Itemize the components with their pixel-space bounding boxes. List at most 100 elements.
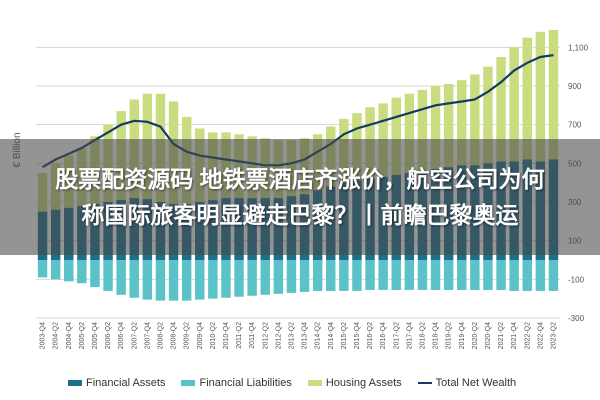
bar-financial-liabilities (155, 260, 166, 301)
bar-financial-liabilities (195, 260, 205, 300)
legend-label: Financial Liabilities (199, 377, 292, 389)
legend-item-financial-liabilities: Financial Liabilities (181, 377, 292, 389)
headline-line-2: 称国际旅客明显避走巴黎？丨前瞻巴黎奥运 (81, 202, 519, 228)
bar-financial-liabilities (339, 260, 349, 291)
legend-label: Housing Assets (325, 377, 402, 389)
bar-financial-liabilities (286, 260, 297, 293)
legend-swatch (417, 382, 432, 384)
bar-financial-liabilities (365, 260, 375, 290)
x-tick-label: 2015-Q2 (341, 322, 348, 349)
legend-swatch (181, 380, 196, 386)
x-tick-label: 2009-Q4 (197, 322, 204, 349)
bar-financial-liabilities (378, 260, 388, 290)
x-tick-label: 2008-Q4 (171, 322, 178, 349)
bar-housing-assets (483, 66, 493, 164)
x-tick-label: 2019-Q2 (446, 322, 453, 349)
y-tick-label: -100 (568, 275, 585, 284)
bar-financial-liabilities (470, 260, 480, 290)
x-tick-label: 2012-Q4 (275, 322, 282, 349)
bar-financial-liabilities (522, 260, 532, 291)
x-tick-label: 2014-Q2 (315, 322, 322, 349)
x-tick-label: 2018-Q2 (419, 322, 426, 349)
bar-financial-liabilities (142, 260, 153, 300)
x-tick-label: 2020-Q4 (485, 322, 492, 349)
bar-financial-liabilities (168, 260, 179, 301)
x-tick-label: 2021-Q4 (511, 322, 518, 349)
x-tick-label: 2010-Q4 (223, 322, 230, 349)
x-tick-label: 2014-Q4 (328, 322, 335, 349)
bar-financial-liabilities (509, 260, 519, 291)
x-tick-label: 2008-Q2 (157, 322, 164, 349)
x-tick-label: 2006-Q2 (105, 322, 112, 349)
bar-housing-assets (404, 93, 415, 173)
legend-swatch (68, 380, 82, 386)
bar-financial-liabilities (535, 260, 546, 291)
bar-housing-assets (548, 29, 559, 160)
x-tick-label: 2013-Q2 (288, 322, 295, 349)
bar-financial-liabilities (77, 260, 87, 284)
bar-housing-assets (391, 97, 401, 175)
legend: Financial Assets Financial Liabilities H… (68, 377, 516, 389)
bar-financial-liabilities (181, 260, 192, 301)
x-tick-label: 2004-Q2 (53, 322, 60, 349)
x-tick-label: 2004-Q4 (66, 322, 73, 349)
bar-housing-assets (496, 57, 506, 162)
headline-banner: 股票配资源码 地铁票酒店齐涨价，航空公司为何 称国际旅客明显避走巴黎？丨前瞻巴黎… (0, 139, 600, 255)
bar-housing-assets (417, 89, 428, 172)
bar-financial-liabilities (247, 260, 257, 296)
x-tick-label: 2020-Q2 (472, 322, 479, 349)
x-tick-label: 2023-Q2 (550, 322, 557, 349)
legend-item-housing-assets: Housing Assets (307, 377, 402, 389)
x-tick-label: 2005-Q4 (92, 322, 99, 349)
bar-financial-liabilities (50, 260, 61, 280)
x-tick-label: 2011-Q2 (236, 322, 243, 349)
bar-housing-assets (470, 74, 480, 166)
bar-financial-liabilities (312, 260, 323, 291)
legend-item-financial-assets: Financial Assets (68, 377, 165, 389)
bar-financial-liabilities (548, 260, 559, 291)
bar-housing-assets (535, 31, 546, 162)
x-tick-labels: 2003-Q4 2004-Q2 2004-Q4 2005-Q2 2005-Q4 2006-… (40, 322, 558, 349)
x-tick-label: 2021-Q2 (498, 322, 505, 349)
bar-housing-assets (522, 37, 532, 160)
x-tick-label: 2012-Q2 (262, 322, 269, 349)
x-tick-label: 2016-Q2 (367, 322, 374, 349)
x-tick-label: 2015-Q4 (354, 322, 361, 349)
bar-financial-liabilities (208, 260, 218, 299)
bar-financial-liabilities (90, 260, 100, 288)
x-tick-label: 2003-Q4 (40, 322, 47, 349)
bar-financial-liabilities (116, 260, 126, 295)
x-tick-label: 2009-Q2 (184, 322, 191, 349)
legend-label: Total Net Wealth (435, 377, 517, 389)
x-tick-label: 2011-Q4 (249, 322, 256, 349)
legend-swatch (307, 380, 322, 386)
y-tick-label: 1,100 (568, 43, 589, 52)
x-tick-label: 2005-Q2 (79, 322, 86, 349)
x-tick-label: 2018-Q4 (433, 322, 440, 349)
bar-financial-liabilities (299, 260, 310, 292)
bar-housing-assets (509, 47, 519, 162)
x-tick-label: 2019-Q4 (459, 322, 466, 349)
x-tick-label: 2022-Q2 (524, 322, 531, 349)
bar-financial-liabilities (260, 260, 270, 295)
bar-financial-liabilities (430, 260, 441, 290)
bar-financial-liabilities (64, 260, 74, 282)
x-tick-label: 2007-Q4 (144, 322, 151, 349)
bar-financial-liabilities (483, 260, 493, 290)
bar-financial-liabilities (221, 260, 231, 298)
x-tick-label: 2017-Q4 (406, 322, 413, 349)
headline-line-1: 股票配资源码 地铁票酒店齐涨价，航空公司为何 (55, 166, 545, 192)
bar-financial-liabilities (404, 260, 415, 290)
x-tick-label: 2017-Q2 (393, 322, 400, 349)
y-tick-label: 700 (568, 121, 582, 130)
bar-financial-liabilities (103, 260, 113, 291)
x-tick-label: 2007-Q2 (131, 322, 138, 349)
legend-item-total-net-wealth: Total Net Wealth (417, 377, 517, 389)
bar-housing-assets (457, 80, 467, 166)
bar-financial-liabilities (417, 260, 428, 290)
y-tick-label: -300 (568, 314, 585, 323)
bar-financial-liabilities (37, 260, 48, 278)
bar-financial-liabilities (234, 260, 244, 297)
y-tick-label: 900 (568, 82, 582, 91)
x-tick-label: 2006-Q4 (118, 322, 125, 349)
